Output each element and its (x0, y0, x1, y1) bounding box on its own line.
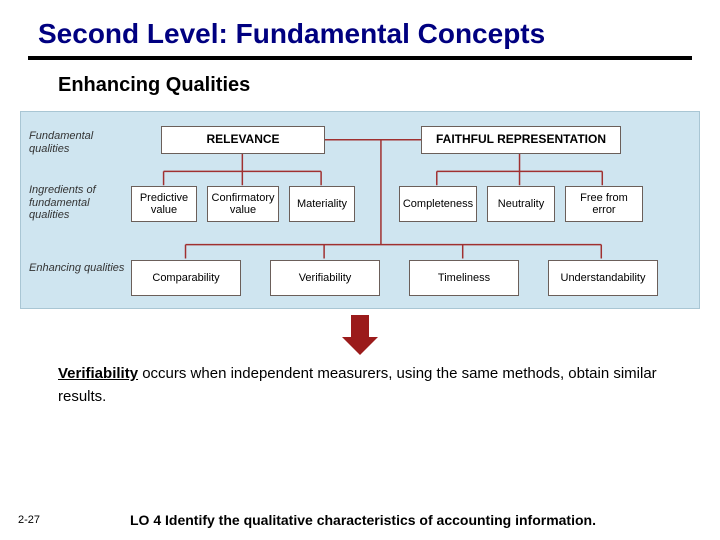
box-completeness: Completeness (399, 186, 477, 222)
box-materiality: Materiality (289, 186, 355, 222)
page-title: Second Level: Fundamental Concepts (0, 0, 720, 56)
body-lead: Verifiability (58, 365, 138, 382)
box-free: Free from error (565, 186, 643, 222)
subtitle: Enhancing Qualities (0, 60, 720, 105)
box-comparability: Comparability (131, 260, 241, 296)
body-paragraph: Verifiability occurs when independent me… (0, 355, 720, 408)
learning-objective: LO 4 Identify the qualitative characteri… (130, 512, 596, 528)
box-predictive: Predictive value (131, 186, 197, 222)
row-label-ingredients: Ingredients of fundamental qualities (29, 184, 125, 222)
footer: 2-27 LO 4 Identify the qualitative chara… (0, 512, 720, 528)
row-label-fundamental: Fundamental qualities (29, 130, 125, 155)
body-rest: occurs when independent measurers, using… (58, 365, 657, 405)
box-confirmatory: Confirmatory value (207, 186, 279, 222)
box-timeliness: Timeliness (409, 260, 519, 296)
box-verifiability: Verifiability (270, 260, 380, 296)
box-neutrality: Neutrality (487, 186, 555, 222)
row-label-enhancing: Enhancing qualities (29, 262, 125, 275)
arrow-down-icon (342, 315, 378, 355)
box-understandability: Understandability (548, 260, 658, 296)
qualities-diagram: Fundamental qualities Ingredients of fun… (20, 111, 700, 309)
box-relevance: RELEVANCE (161, 126, 325, 154)
page-number: 2-27 (0, 514, 130, 526)
box-faithful: FAITHFUL REPRESENTATION (421, 126, 621, 154)
